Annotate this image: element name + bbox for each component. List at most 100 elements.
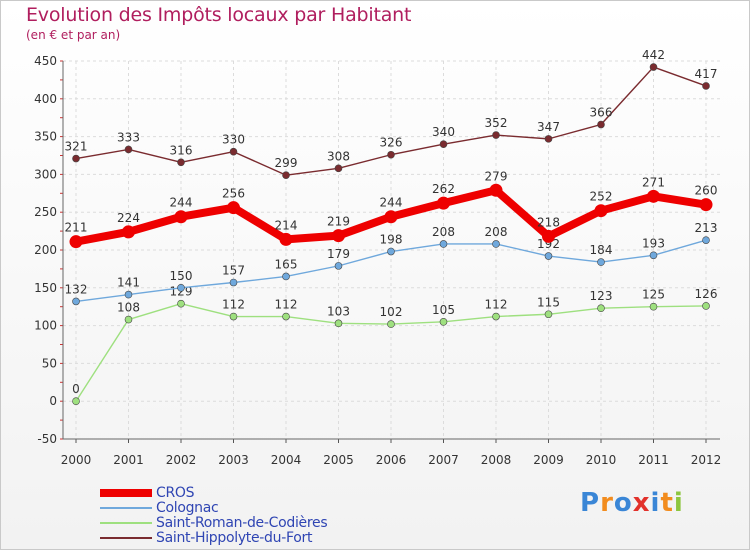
x-tick-label: 2005 xyxy=(323,453,354,467)
data-label-cros: 252 xyxy=(590,190,613,204)
data-point-saint-hippolyte-du-fort xyxy=(334,164,343,173)
data-label-cros: 244 xyxy=(380,196,403,210)
data-point-cros xyxy=(332,229,345,243)
x-tick-label: 2007 xyxy=(428,453,459,467)
data-label-saint-roman-de-codieres: 108 xyxy=(117,301,140,315)
data-point-cros xyxy=(542,229,555,243)
logo-letter: x xyxy=(632,488,651,518)
data-label-saint-roman-de-codieres: 0 xyxy=(72,382,80,396)
x-tick-label: 2000 xyxy=(61,453,92,467)
data-point-saint-roman-de-codieres xyxy=(544,310,553,319)
data-label-saint-hippolyte-du-fort: 316 xyxy=(170,143,193,157)
data-point-saint-roman-de-codieres xyxy=(72,397,80,406)
data-point-cros xyxy=(227,201,240,215)
data-point-saint-hippolyte-du-fort xyxy=(282,171,290,179)
x-tick-label: 2010 xyxy=(586,453,617,467)
data-label-colognac: 165 xyxy=(275,257,298,271)
data-point-saint-hippolyte-du-fort xyxy=(702,82,710,90)
data-label-cros: 218 xyxy=(537,215,560,229)
data-label-colognac: 208 xyxy=(432,225,455,239)
data-point-saint-roman-de-codieres xyxy=(177,299,185,308)
logo-letter: t xyxy=(660,488,674,518)
data-label-saint-roman-de-codieres: 103 xyxy=(327,304,350,318)
data-label-colognac: 157 xyxy=(222,264,245,278)
x-tick-label: 2006 xyxy=(376,453,407,467)
data-label-saint-hippolyte-du-fort: 326 xyxy=(380,136,403,150)
data-point-cros xyxy=(437,196,450,210)
chart-subtitle: (en € et par an) xyxy=(26,28,121,42)
data-label-saint-hippolyte-du-fort: 442 xyxy=(642,48,665,62)
data-point-cros xyxy=(279,232,293,246)
legend-label: Saint-Roman-de-Codières xyxy=(156,515,328,531)
data-point-cros xyxy=(489,183,503,197)
y-tick-label: 100 xyxy=(34,319,57,333)
data-label-colognac: 192 xyxy=(537,237,560,251)
y-tick-label: 50 xyxy=(42,356,57,370)
x-tick-label: 2011 xyxy=(638,453,669,467)
data-label-saint-roman-de-codieres: 115 xyxy=(537,295,560,309)
x-tick-label: 2004 xyxy=(271,453,302,467)
legend-label: Colognac xyxy=(156,500,219,516)
data-label-cros: 211 xyxy=(65,221,88,235)
data-point-colognac xyxy=(439,240,448,248)
legend-swatch xyxy=(100,537,152,539)
data-point-colognac xyxy=(544,252,553,260)
y-tick-label: 150 xyxy=(34,281,57,295)
x-tick-label: 2012 xyxy=(691,453,722,467)
legend-item: CROS xyxy=(100,485,195,501)
x-tick-label: 2009 xyxy=(533,453,564,467)
y-tick-label: 400 xyxy=(34,92,57,106)
data-label-colognac: 150 xyxy=(170,269,193,283)
data-point-saint-roman-de-codieres xyxy=(597,304,605,313)
data-point-saint-roman-de-codieres xyxy=(649,302,658,311)
data-point-saint-roman-de-codieres xyxy=(282,312,290,321)
data-point-saint-roman-de-codieres xyxy=(229,312,238,321)
data-label-saint-roman-de-codieres: 125 xyxy=(642,288,665,302)
data-point-cros xyxy=(122,225,135,239)
data-label-colognac: 132 xyxy=(65,282,88,296)
data-point-colognac xyxy=(702,236,710,244)
data-point-saint-hippolyte-du-fort xyxy=(492,131,500,139)
data-point-colognac xyxy=(124,290,133,299)
data-label-colognac: 141 xyxy=(117,276,140,290)
data-label-colognac: 213 xyxy=(695,221,718,235)
data-label-cros: 271 xyxy=(642,175,665,189)
data-point-colognac xyxy=(177,283,185,292)
data-point-cros xyxy=(174,210,188,224)
data-point-saint-hippolyte-du-fort xyxy=(649,63,658,71)
data-label-cros: 279 xyxy=(485,169,508,183)
data-label-cros: 219 xyxy=(327,215,350,229)
logo-letter: i xyxy=(650,488,661,518)
data-label-saint-hippolyte-du-fort: 347 xyxy=(537,120,560,134)
data-label-saint-roman-de-codieres: 112 xyxy=(275,298,298,312)
data-point-saint-hippolyte-du-fort xyxy=(177,158,185,167)
data-point-saint-hippolyte-du-fort xyxy=(229,147,238,156)
data-point-colognac xyxy=(597,258,605,266)
data-point-saint-roman-de-codieres xyxy=(439,318,448,326)
data-label-saint-roman-de-codieres: 112 xyxy=(485,298,508,312)
x-tick-label: 2002 xyxy=(166,453,197,467)
data-label-saint-hippolyte-du-fort: 330 xyxy=(222,133,245,147)
data-label-colognac: 193 xyxy=(642,236,665,250)
data-point-colognac xyxy=(387,247,395,256)
chart-title: Evolution des Impôts locaux par Habitant xyxy=(26,4,412,26)
data-label-cros: 260 xyxy=(695,184,718,198)
data-label-cros: 256 xyxy=(222,187,245,201)
data-label-saint-roman-de-codieres: 123 xyxy=(590,289,613,303)
data-label-saint-roman-de-codieres: 112 xyxy=(222,298,245,312)
data-label-colognac: 179 xyxy=(327,247,350,261)
data-label-cros: 224 xyxy=(117,211,140,225)
y-tick-label: 250 xyxy=(34,205,57,219)
data-point-colognac xyxy=(282,272,290,281)
data-label-saint-hippolyte-du-fort: 352 xyxy=(485,116,508,130)
data-point-saint-hippolyte-du-fort xyxy=(597,120,605,129)
data-point-saint-hippolyte-du-fort xyxy=(387,150,395,159)
data-point-colognac xyxy=(229,278,238,287)
data-point-saint-hippolyte-du-fort xyxy=(439,140,448,148)
data-label-cros: 262 xyxy=(432,182,455,196)
data-label-saint-roman-de-codieres: 126 xyxy=(695,287,718,301)
data-point-colognac xyxy=(649,251,658,260)
data-point-saint-roman-de-codieres xyxy=(492,312,500,321)
logo-letter: r xyxy=(600,488,614,518)
